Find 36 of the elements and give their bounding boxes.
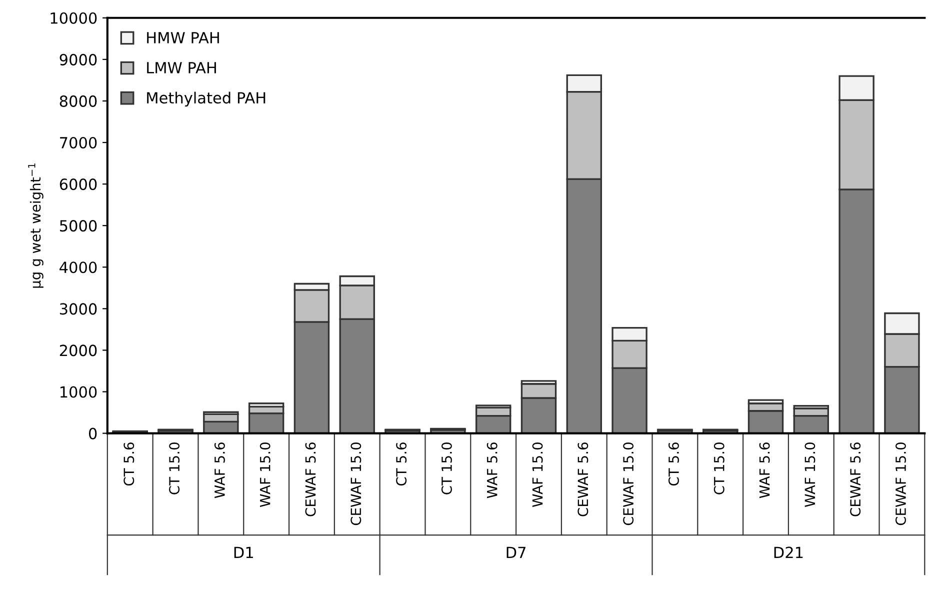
y-tick-label: 0: [88, 428, 97, 440]
x-tick-label: CT 5.6: [124, 442, 134, 486]
y-tick-label: 9000: [60, 54, 97, 66]
x-tick-label: WAF 15.0: [804, 442, 816, 507]
x-tick-label: WAF 15.0: [260, 442, 270, 507]
y-tick-label: 1000: [60, 386, 97, 398]
x-tick-label: WAF 5.6: [214, 442, 225, 498]
y-tick-label: 3000: [60, 303, 97, 315]
text: D21: [774, 546, 803, 558]
y-tick-label: 10000: [50, 12, 97, 24]
x-tick-label: WAF 5.6: [486, 442, 498, 498]
x-tick-label: CT 5.6: [668, 442, 679, 486]
x-tick-label: CEWAF 5.6: [850, 442, 861, 516]
x-tick-label: WAF 15.0: [532, 442, 543, 507]
text: D1: [234, 546, 253, 558]
legend-label: Methylated PAH: [147, 92, 266, 107]
x-tick-label: CEWAF 15.0: [895, 442, 906, 526]
y-tick-label: 5000: [60, 220, 97, 232]
y-tick-label: 8000: [60, 95, 97, 107]
x-tick-label: CEWAF 5.6: [305, 442, 316, 516]
x-tick-label: CT 15.0: [441, 442, 452, 494]
x-tick-label: CEWAF 15.0: [623, 442, 634, 526]
y-tick-label: 6000: [60, 178, 97, 190]
x-tick-label: WAF 5.6: [759, 442, 770, 498]
legend-label: HMW PAH: [147, 32, 219, 44]
x-tick-label: CEWAF 5.6: [578, 442, 588, 516]
y-tick-label: 4000: [60, 262, 97, 274]
x-tick-label: CEWAF 15.0: [350, 442, 362, 526]
text: D7: [506, 546, 526, 558]
y-axis-title: µg g wet weight$^{−1}$: [28, 164, 44, 288]
legend-label: LMW PAH: [147, 62, 216, 74]
y-tick-label: 2000: [60, 344, 97, 356]
x-tick-label: CT 5.6: [396, 442, 407, 486]
x-tick-label: CT 15.0: [714, 442, 724, 494]
x-tick-label: CT 15.0: [169, 442, 180, 494]
y-tick-label: 7000: [60, 136, 97, 149]
